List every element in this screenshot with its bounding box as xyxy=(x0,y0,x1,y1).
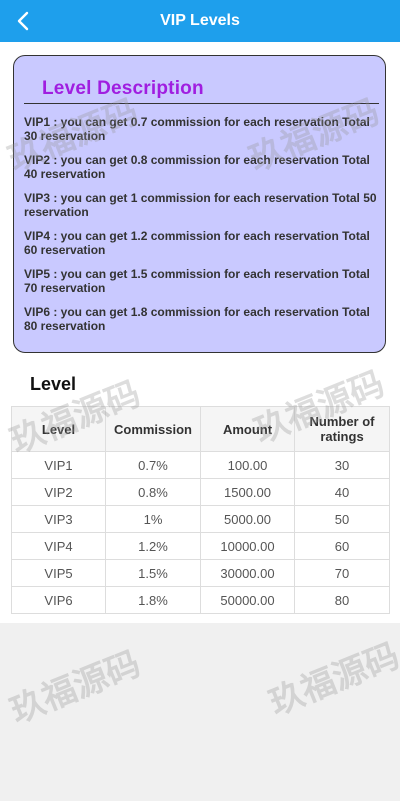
cell-commission: 0.8% xyxy=(105,478,201,506)
cell-level: VIP2 xyxy=(11,478,106,506)
level-description-card: Level Description VIP1 : you can get 0.7… xyxy=(13,55,386,353)
title-divider xyxy=(24,103,379,104)
cell-commission: 1.2% xyxy=(105,532,201,560)
cell-commission: 1% xyxy=(105,505,201,533)
level-table: Level Commission Amount Number of rating… xyxy=(11,406,390,614)
table-row: VIP5 1.5% 30000.00 70 xyxy=(11,559,390,587)
cell-amount: 100.00 xyxy=(200,451,295,479)
column-header-amount: Amount xyxy=(200,406,295,452)
top-bar: VIP Levels xyxy=(0,0,400,42)
page-title: VIP Levels xyxy=(160,12,240,29)
cell-ratings: 40 xyxy=(294,478,390,506)
description-item: VIP3 : you can get 1 commission for each… xyxy=(24,191,377,219)
cell-amount: 5000.00 xyxy=(200,505,295,533)
cell-amount: 1500.00 xyxy=(200,478,295,506)
description-item: VIP5 : you can get 1.5 commission for ea… xyxy=(24,267,370,295)
cell-level: VIP5 xyxy=(11,559,106,587)
main-content: Level Description VIP1 : you can get 0.7… xyxy=(0,42,400,623)
watermark: 玖福源码 xyxy=(4,643,146,732)
cell-amount: 10000.00 xyxy=(200,532,295,560)
cell-level: VIP6 xyxy=(11,586,106,614)
table-row: VIP3 1% 5000.00 50 xyxy=(11,505,390,533)
description-item: VIP2 : you can get 0.8 commission for ea… xyxy=(24,153,370,181)
back-button[interactable] xyxy=(10,8,36,34)
table-row: VIP2 0.8% 1500.00 40 xyxy=(11,478,390,506)
level-description-list: VIP1 : you can get 0.7 commission for ea… xyxy=(24,115,379,343)
cell-amount: 50000.00 xyxy=(200,586,295,614)
table-header-row: Level Commission Amount Number of rating… xyxy=(11,406,390,452)
cell-commission: 1.8% xyxy=(105,586,201,614)
description-item: VIP1 : you can get 0.7 commission for ea… xyxy=(24,115,370,143)
column-header-commission: Commission xyxy=(105,406,201,452)
column-header-ratings: Number of ratings xyxy=(294,406,390,452)
watermark: 玖福源码 xyxy=(263,635,400,724)
table-row: VIP6 1.8% 50000.00 80 xyxy=(11,586,390,614)
description-item: VIP6 : you can get 1.8 commission for ea… xyxy=(24,305,370,333)
cell-level: VIP1 xyxy=(11,451,106,479)
table-row: VIP1 0.7% 100.00 30 xyxy=(11,451,390,479)
cell-ratings: 30 xyxy=(294,451,390,479)
cell-ratings: 70 xyxy=(294,559,390,587)
cell-amount: 30000.00 xyxy=(200,559,295,587)
cell-ratings: 80 xyxy=(294,586,390,614)
level-heading: Level xyxy=(30,374,77,394)
cell-ratings: 50 xyxy=(294,505,390,533)
cell-level: VIP3 xyxy=(11,505,106,533)
cell-ratings: 60 xyxy=(294,532,390,560)
table-row: VIP4 1.2% 10000.00 60 xyxy=(11,532,390,560)
column-header-level: Level xyxy=(11,406,106,452)
cell-commission: 1.5% xyxy=(105,559,201,587)
cell-level: VIP4 xyxy=(11,532,106,560)
cell-commission: 0.7% xyxy=(105,451,201,479)
description-item: VIP4 : you can get 1.2 commission for ea… xyxy=(24,229,370,257)
level-description-title: Level Description xyxy=(42,78,204,99)
chevron-left-icon xyxy=(17,11,29,31)
